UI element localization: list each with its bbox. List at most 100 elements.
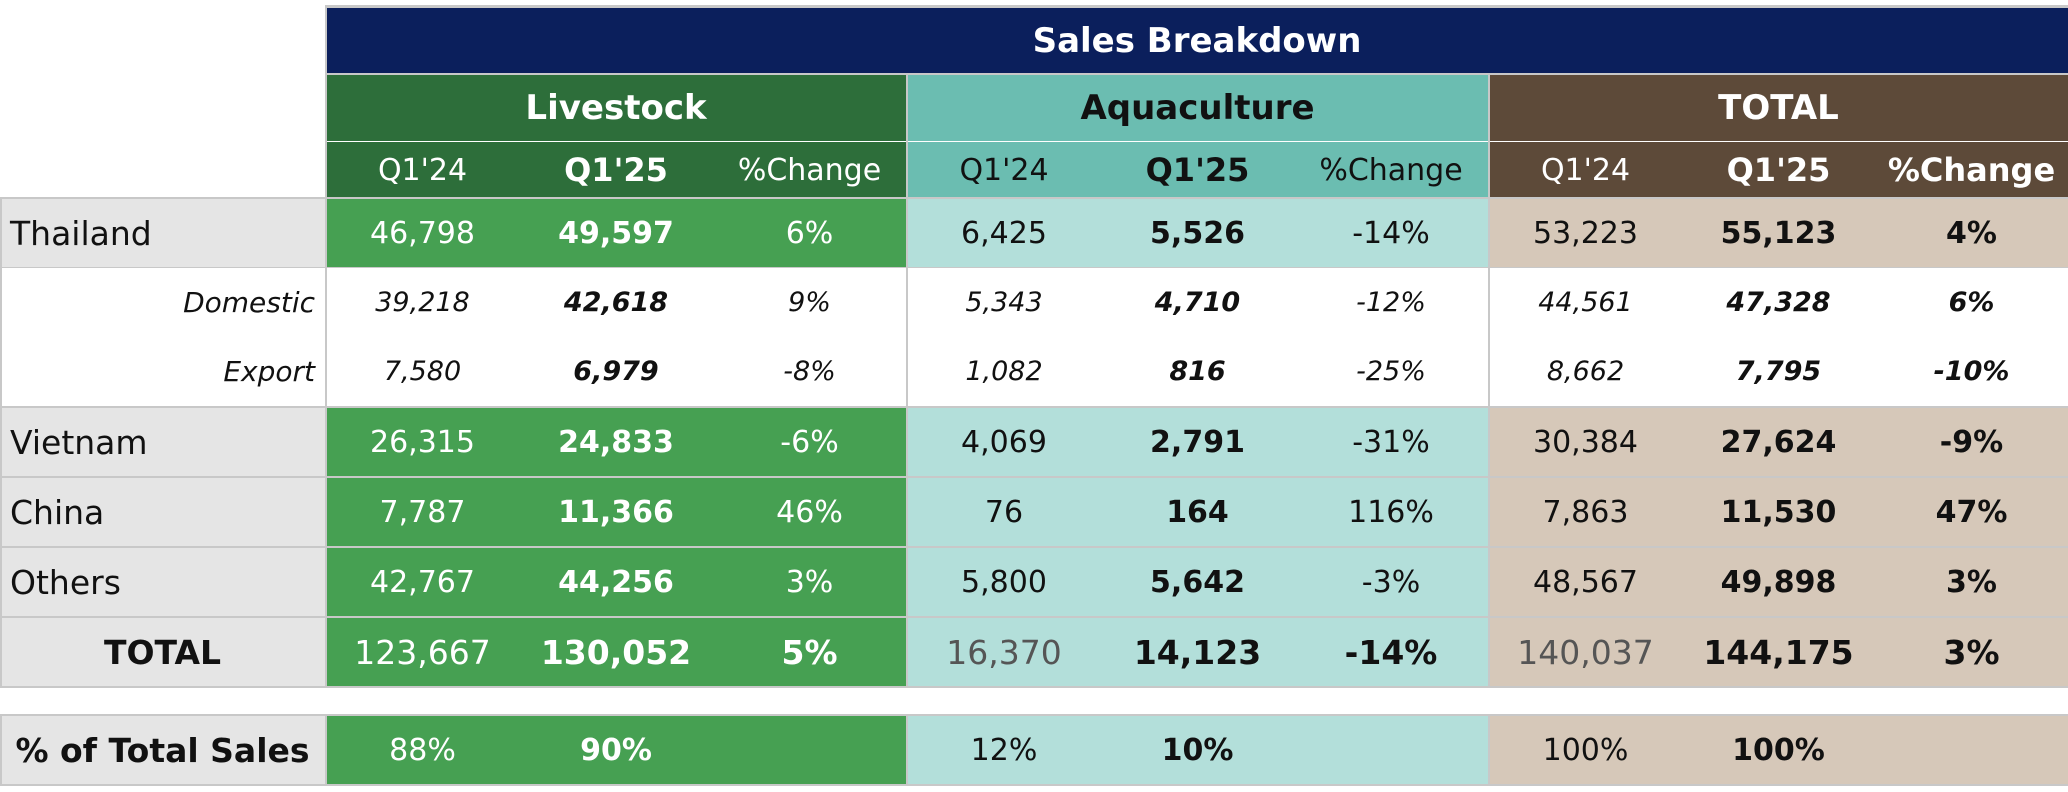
table-cell: 46% [713,478,906,546]
table-cell: 47,328 [1682,268,1875,336]
divider [0,197,2068,199]
divider [1488,75,1490,686]
row-label-china: China [0,478,325,546]
table-cell: -6% [713,408,906,476]
table-title: Sales Breakdown [326,8,2068,73]
table-cell: 49,597 [519,199,713,267]
table-cell: 9% [713,268,906,336]
table-cell: -8% [713,336,906,406]
table-cell: 49,898 [1682,548,1875,616]
subheader-aquaculture-q1-24: Q1'24 [907,142,1101,198]
table-cell: 7,863 [1489,478,1682,546]
row-label-others: Others [0,548,325,616]
table-cell: -14% [1294,618,1488,686]
table-cell: 6,425 [907,199,1101,267]
table-cell: 48,567 [1489,548,1682,616]
subheader-livestock-q1-25: Q1'25 [519,142,713,198]
divider [906,716,908,784]
table-cell: 30,384 [1489,408,1682,476]
row-label-total: TOTAL [0,618,325,686]
table-cell: 76 [907,478,1101,546]
subheader-aquaculture-q1-25: Q1'25 [1101,142,1294,198]
table-cell: 1,082 [907,336,1101,406]
table-cell: -12% [1294,268,1488,336]
subheader-aquaculture-change: %Change [1294,142,1488,198]
divider [0,686,2068,688]
table-cell: 3% [713,548,906,616]
table-cell: 3% [1875,548,2068,616]
table-cell: 6% [1875,268,2068,336]
subheader-total-q1-25: Q1'25 [1682,142,1875,198]
table-cell: -25% [1294,336,1488,406]
group-header-livestock: Livestock [326,75,906,141]
divider [0,784,2068,786]
table-cell: 123,667 [326,618,519,686]
divider [325,716,327,784]
subheader-livestock-change: %Change [713,142,906,198]
table-cell-empty [1294,716,1488,784]
table-cell: 3% [1875,618,2068,686]
table-cell: 12% [907,716,1101,784]
divider [906,75,908,686]
table-cell: 4,710 [1101,268,1294,336]
table-cell: 44,256 [519,548,713,616]
table-cell: -10% [1875,336,2068,406]
table-cell: 8,662 [1489,336,1682,406]
table-cell: 164 [1101,478,1294,546]
table-cell: 46,798 [326,199,519,267]
divider [0,546,2068,548]
table-cell: 100% [1682,716,1875,784]
table-cell: 4% [1875,199,2068,267]
table-cell: -14% [1294,199,1488,267]
table-cell: 10% [1101,716,1294,784]
table-cell: -9% [1875,408,2068,476]
table-cell: 130,052 [519,618,713,686]
divider [0,714,2068,716]
table-cell: 16,370 [907,618,1101,686]
divider [326,5,2068,8]
subheader-livestock-q1-24: Q1'24 [326,142,519,198]
subheader-total-q1-24: Q1'24 [1489,142,1682,198]
table-cell: 90% [519,716,713,784]
table-cell: 27,624 [1682,408,1875,476]
divider [326,73,2068,75]
table-cell: 144,175 [1682,618,1875,686]
row-label-share: % of Total Sales [0,716,325,784]
divider [0,616,2068,618]
divider [325,5,327,686]
table-cell: 2,791 [1101,408,1294,476]
table-cell: 140,037 [1489,618,1682,686]
table-cell: 6% [713,199,906,267]
table-cell-empty [1875,716,2068,784]
divider [0,714,2,786]
subheader-total-change: %Change [1875,142,2068,198]
group-header-aquaculture: Aquaculture [907,75,1488,141]
table-cell: 88% [326,716,519,784]
row-label-thailand: Thailand [0,199,325,267]
table-cell: 47% [1875,478,2068,546]
divider [0,406,2068,408]
table-cell: 5,526 [1101,199,1294,267]
table-cell: 42,618 [519,268,713,336]
table-cell: 26,315 [326,408,519,476]
table-cell: 11,530 [1682,478,1875,546]
group-header-total: TOTAL [1489,75,2068,141]
table-cell: 24,833 [519,408,713,476]
row-label-export: Export [0,336,325,406]
table-cell: 11,366 [519,478,713,546]
row-label-domestic: Domestic [0,268,325,336]
row-label-vietnam: Vietnam [0,408,325,476]
divider [1488,716,1490,784]
table-cell: 816 [1101,336,1294,406]
table-cell: -3% [1294,548,1488,616]
table-cell: 100% [1489,716,1682,784]
table-cell-empty [713,716,906,784]
table-cell: 5,343 [907,268,1101,336]
table-cell: 6,979 [519,336,713,406]
table-cell: 44,561 [1489,268,1682,336]
table-cell: 7,787 [326,478,519,546]
table-cell: 55,123 [1682,199,1875,267]
table-cell: 7,580 [326,336,519,406]
table-cell: 53,223 [1489,199,1682,267]
table-cell: 116% [1294,478,1488,546]
